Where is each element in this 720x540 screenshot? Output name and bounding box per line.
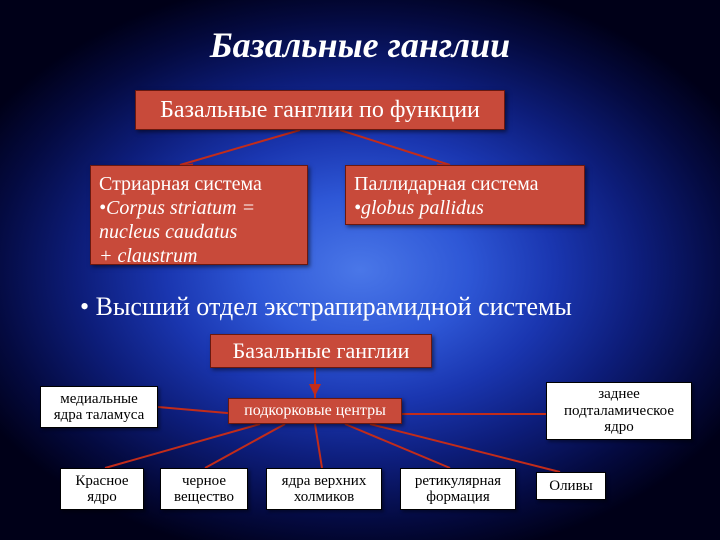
left-system-box: Стриарная система•Corpus striatum = nucl… — [90, 165, 308, 265]
right-system-line: Паллидарная система — [354, 172, 576, 196]
top-category-box: Базальные ганглии по функции — [135, 90, 505, 130]
leaf-box: заднее подталамическое ядро — [546, 382, 692, 440]
mid-box-text: Базальные ганглии — [223, 334, 420, 368]
leaf-box: Оливы — [536, 472, 606, 500]
leaf-box: черное вещество — [160, 468, 248, 510]
leaf-box-text: черное вещество — [174, 473, 234, 506]
right-system-box: Паллидарная система•globus pallidus — [345, 165, 585, 225]
left-system-line: nucleus caudatus — [99, 220, 299, 244]
sub-box: подкорковые центры — [228, 398, 402, 424]
leaf-box-text: Красное ядро — [75, 473, 128, 506]
leaf-box-text: заднее подталамическое ядро — [564, 386, 674, 436]
bullet-text: Высший отдел экстрапирамидной системы — [80, 292, 572, 322]
leaf-box-text: ядра верхних холмиков — [282, 473, 367, 506]
left-system-line: + claustrum — [99, 244, 299, 268]
leaf-box-text: ретикулярная формация — [415, 473, 501, 506]
top-category-text: Базальные ганглии по функции — [150, 92, 490, 129]
left-system-line: Стриарная система — [99, 172, 299, 196]
mid-box: Базальные ганглии — [210, 334, 432, 368]
leaf-box: медиальные ядра таламуса — [40, 386, 158, 428]
left-system-line: •Corpus striatum = — [99, 196, 299, 220]
slide-root: Базальные ганглии Базальные ганглии по ф… — [0, 0, 720, 540]
slide-title: Базальные ганглии — [0, 24, 720, 66]
sub-box-text: подкорковые центры — [234, 397, 396, 424]
leaf-box: ядра верхних холмиков — [266, 468, 382, 510]
leaf-box: Красное ядро — [60, 468, 144, 510]
right-system-line: •globus pallidus — [354, 196, 576, 220]
leaf-box-text: Оливы — [549, 478, 593, 495]
leaf-box: ретикулярная формация — [400, 468, 516, 510]
leaf-box-text: медиальные ядра таламуса — [54, 391, 145, 424]
